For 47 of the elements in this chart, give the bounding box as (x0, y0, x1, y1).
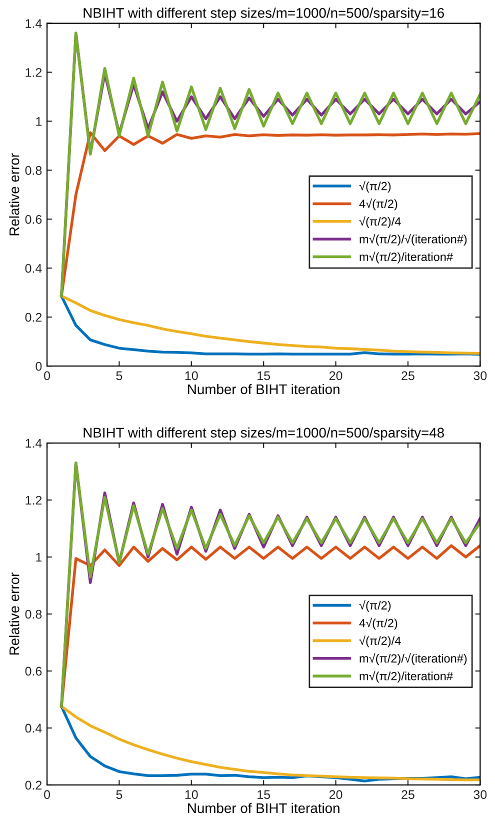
x-tick-label: 5 (116, 371, 122, 380)
legend-label: √(π/2)/4 (359, 216, 401, 228)
legend-label: √(π/2) (359, 180, 391, 193)
legend-label: m√(π/2)/√(iteration#) (360, 653, 467, 665)
x-axis-title: Number of BIHT iteration (188, 802, 340, 814)
y-tick-label: 1 (36, 552, 42, 562)
legend-label: m√(π/2)/iteration# (360, 252, 453, 264)
y-tick-label: 0.4 (25, 724, 42, 733)
x-axis-title: Number of BIHT iteration (188, 384, 340, 394)
x-tick-label: 15 (258, 790, 270, 800)
x-tick-label: 30 (474, 371, 487, 380)
y-tick-label: 0.2 (25, 780, 42, 790)
y-tick-label: 0 (36, 362, 42, 371)
x-tick-label: 25 (402, 790, 414, 800)
x-tick-label: 0 (44, 371, 50, 380)
legend-label: √(π/2)/4 (359, 635, 401, 648)
chart-title: NBIHT with different step sizes/m=1000/n=500/sparsity=48 (84, 427, 444, 440)
y-tick-label: 1.4 (26, 19, 42, 28)
line-series (60, 32, 480, 298)
y-axis-title: Relative error (9, 572, 20, 655)
y-tick-label: 1.2 (26, 68, 42, 77)
x-tick-label: 0 (44, 790, 50, 800)
x-tick-label: 10 (185, 790, 198, 800)
x-tick-label: 30 (474, 790, 487, 800)
x-tick-label: 25 (402, 371, 414, 380)
y-tick-label: 0.8 (25, 610, 42, 619)
legend-label: √(π/2) (359, 600, 391, 612)
y-tick-label: 0.6 (25, 214, 42, 224)
y-tick-label: 0.2 (25, 312, 42, 322)
y-tick-label: 0.4 (25, 264, 42, 273)
line-series (60, 462, 480, 708)
x-tick-label: 20 (329, 790, 342, 800)
legend-label: m√(π/2)/iteration# (360, 670, 453, 683)
legend-label: m√(π/2)/√(iteration#) (360, 234, 467, 246)
y-tick-label: 1 (36, 117, 42, 126)
y-axis-title: Relative error (9, 153, 20, 236)
y-tick-label: 0.8 (25, 166, 42, 175)
x-tick-label: 10 (185, 371, 198, 380)
legend-label: 4√(π/2) (359, 618, 398, 630)
y-tick-label: 0.6 (25, 666, 42, 676)
y-tick-label: 1.2 (26, 496, 42, 505)
x-tick-label: 5 (116, 790, 122, 800)
legend-label: 4√(π/2) (359, 198, 398, 210)
y-tick-label: 1.4 (26, 438, 42, 448)
x-tick-label: 15 (258, 371, 270, 380)
x-tick-label: 20 (329, 371, 342, 380)
chart-title: NBIHT with different step sizes/m=1000/n=500/sparsity=16 (84, 8, 444, 21)
